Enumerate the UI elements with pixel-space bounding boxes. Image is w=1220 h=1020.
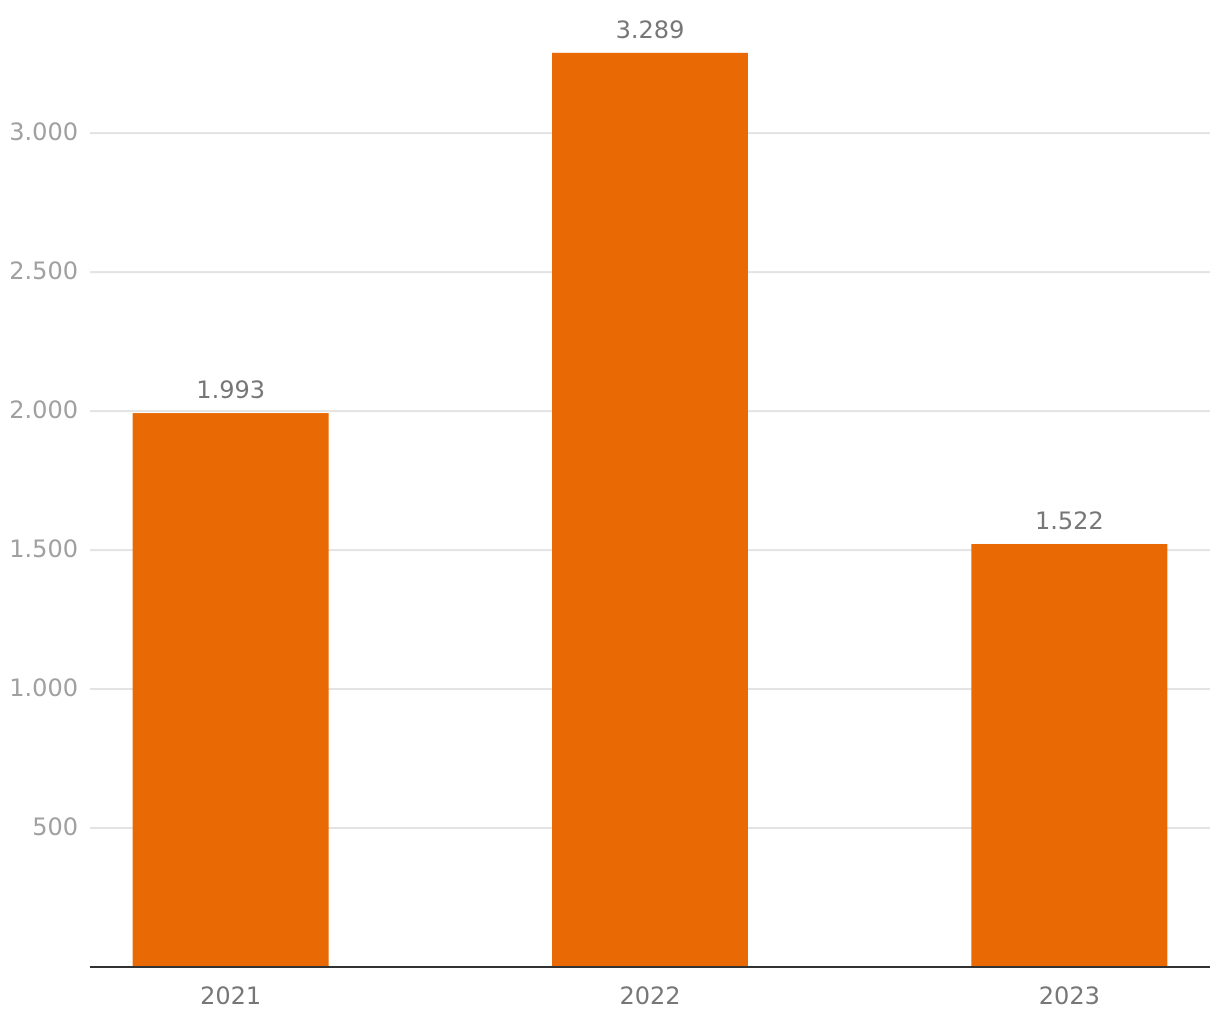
y-tick-label: 3.000 <box>9 118 78 146</box>
bar <box>552 52 748 968</box>
value-label: 1.522 <box>1035 507 1104 535</box>
x-tick-label: 2023 <box>1039 982 1100 1010</box>
value-label: 3.289 <box>616 16 685 44</box>
value-label: 1.993 <box>196 376 265 404</box>
bar <box>132 413 329 967</box>
x-tick-label: 2021 <box>200 982 261 1010</box>
bar <box>971 543 1168 967</box>
y-tick-label: 1.000 <box>9 674 78 702</box>
x-tick-label: 2022 <box>619 982 680 1010</box>
y-tick-label: 1.500 <box>9 535 78 563</box>
y-tick-label: 2.500 <box>9 257 78 285</box>
y-tick-label: 2.000 <box>9 396 78 424</box>
y-tick-label: 500 <box>32 813 78 841</box>
